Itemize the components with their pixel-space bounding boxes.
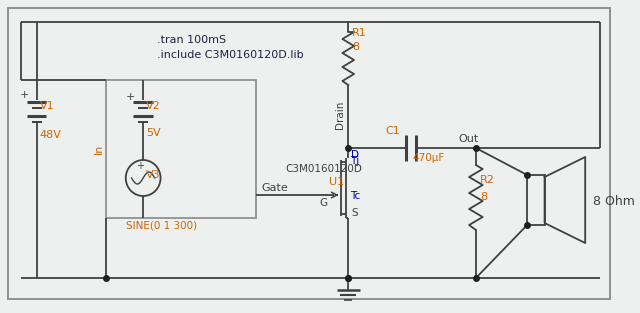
Text: Drain: Drain <box>335 101 346 129</box>
Text: D: D <box>351 150 359 160</box>
Text: +: + <box>20 90 29 100</box>
Text: 8 Ohm: 8 Ohm <box>593 195 635 208</box>
Text: 8: 8 <box>352 42 359 52</box>
Text: S: S <box>351 208 358 218</box>
Text: .include C3M0160120D.lib: .include C3M0160120D.lib <box>157 50 303 60</box>
Text: C3M0160120D: C3M0160120D <box>285 164 362 174</box>
Text: U1: U1 <box>329 177 344 187</box>
Text: Tc: Tc <box>350 191 360 201</box>
Text: Out: Out <box>458 134 479 144</box>
Bar <box>527 175 545 225</box>
Text: R2: R2 <box>480 175 495 185</box>
Text: 5V: 5V <box>146 128 161 138</box>
Text: 8: 8 <box>480 192 487 202</box>
Text: Tj: Tj <box>350 156 360 166</box>
Text: 470μF: 470μF <box>412 153 444 163</box>
Text: SINE(0 1 300): SINE(0 1 300) <box>125 220 197 230</box>
Text: V1: V1 <box>40 101 54 111</box>
Text: 48V: 48V <box>40 130 61 140</box>
Text: Gate: Gate <box>261 183 288 193</box>
Text: V2: V2 <box>146 101 161 111</box>
Text: .tran 100mS: .tran 100mS <box>157 35 226 45</box>
Text: R1: R1 <box>352 28 367 38</box>
Text: +: + <box>126 92 136 102</box>
Bar <box>106 80 257 218</box>
Text: In: In <box>93 144 104 154</box>
Text: C1: C1 <box>386 126 401 136</box>
Text: G: G <box>319 198 327 208</box>
Text: V3: V3 <box>146 170 161 180</box>
Text: +: + <box>136 161 144 171</box>
